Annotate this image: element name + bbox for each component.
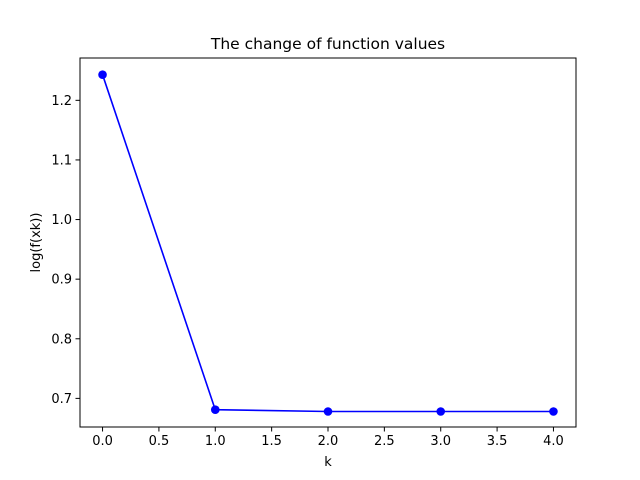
x-tick-label: 2.5 <box>374 434 395 449</box>
x-axis-label: k <box>324 455 332 470</box>
y-tick-label: 1.0 <box>51 213 72 228</box>
x-tick-label: 4.0 <box>543 434 564 449</box>
data-point <box>549 407 558 416</box>
data-point <box>436 407 446 416</box>
data-point <box>98 70 107 79</box>
series-layer <box>98 70 558 416</box>
x-axis-ticks: 0.0 0.5 1.0 1.5 2.0 2.5 3.0 3.5 4.0 <box>92 427 564 449</box>
x-tick-label: 0.5 <box>149 434 170 449</box>
y-tick-label: 0.8 <box>51 332 72 347</box>
y-tick-label: 0.9 <box>51 273 72 288</box>
y-tick-label: 1.1 <box>51 153 72 168</box>
y-axis-ticks: 0.7 0.8 0.9 1.0 1.1 1.2 <box>51 94 80 407</box>
data-point <box>210 405 220 415</box>
y-tick-label: 0.7 <box>51 392 72 407</box>
x-tick-label: 1.5 <box>261 434 282 449</box>
x-tick-label: 2.0 <box>318 434 339 449</box>
data-point <box>323 407 333 416</box>
plot-area <box>80 58 576 427</box>
x-tick-label: 3.5 <box>487 434 508 449</box>
chart-title: The change of function values <box>210 35 445 53</box>
y-tick-label: 1.2 <box>51 94 72 109</box>
plot-frame <box>79 57 577 428</box>
y-axis-label: log(f(xk)) <box>29 213 44 273</box>
x-tick-label: 3.0 <box>430 434 451 449</box>
x-tick-label: 0.0 <box>92 434 113 449</box>
x-tick-label: 1.0 <box>205 434 226 449</box>
